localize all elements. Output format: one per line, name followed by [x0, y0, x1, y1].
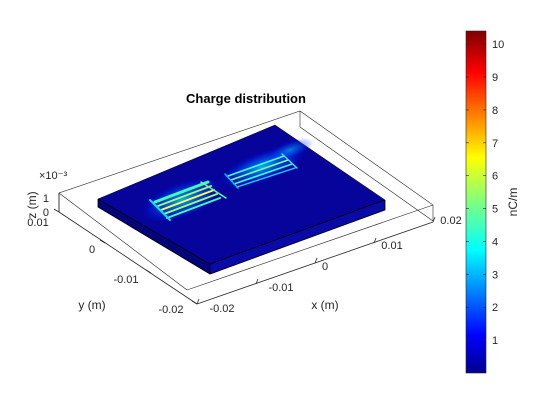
finger: [236, 167, 296, 188]
x-axis-label: x (m): [311, 298, 338, 312]
finger: [163, 193, 218, 215]
y-axis: -0.02 -0.01 0 0.01 y (m): [27, 208, 198, 316]
y-axis-label: y (m): [78, 298, 105, 312]
x-tick-label: 0.02: [440, 215, 461, 227]
substrate: [97, 124, 386, 275]
colorbar-tick-label: 8: [492, 105, 498, 117]
y-tick-label: -0.01: [113, 274, 138, 286]
finger: [227, 155, 285, 177]
finger: [160, 189, 215, 211]
x-axis: -0.02 -0.01 0 0.01 0.02 x (m): [196, 215, 462, 315]
comb-bus: [281, 153, 298, 169]
z-tick-label: 0: [43, 207, 49, 219]
finger: [233, 163, 293, 185]
y-tick-label: 0.01: [27, 217, 48, 229]
colorbar-tick-label: 7: [492, 138, 498, 150]
colorbar: 1 2 3 4 5 6 7 8 9 10 nC/m: [465, 30, 520, 374]
x-tick-label: -0.01: [268, 282, 293, 294]
z-axis: ×10⁻³ 1 0 z (m): [25, 170, 67, 219]
right-comb-structure: [224, 153, 298, 189]
z-tick-label: 1: [43, 193, 49, 205]
colorbar-tick-label: 2: [492, 302, 498, 314]
left-comb-structure: [149, 180, 227, 221]
y-tick-label: 0: [89, 244, 95, 256]
chart-title: Charge distribution: [186, 91, 306, 106]
z-exponent-label: ×10⁻³: [39, 170, 67, 182]
colorbar-tick-label: 6: [492, 171, 498, 183]
colorbar-tick-label: 9: [492, 72, 498, 84]
colorbar-label: nC/m: [506, 188, 520, 217]
colorbar-gradient: [465, 30, 487, 374]
comb-bus: [200, 181, 227, 199]
finger: [166, 197, 221, 219]
substrate-front-left: [98, 199, 210, 274]
comb-bus: [149, 199, 171, 221]
colorbar-tick-label: 5: [492, 204, 498, 216]
finger: [153, 180, 210, 204]
substrate-front-right: [210, 200, 385, 274]
x-tick-label: 0: [322, 261, 328, 273]
finger: [157, 185, 212, 207]
finger: [230, 159, 289, 181]
colorbar-tick-label: 10: [492, 39, 504, 51]
colorbar-tick-label: 4: [492, 236, 498, 248]
colorbar-tick-label: 3: [492, 269, 498, 281]
substrate-top: [98, 125, 385, 264]
z-axis-label: z (m): [25, 191, 39, 218]
comb-bus: [224, 173, 239, 189]
x-tick-label: 0.01: [381, 240, 402, 252]
x-tick-label: -0.02: [209, 303, 234, 315]
colorbar-tick-label: 1: [492, 335, 498, 347]
y-tick-label: -0.02: [158, 304, 183, 316]
y-axis-line: [58, 211, 198, 305]
